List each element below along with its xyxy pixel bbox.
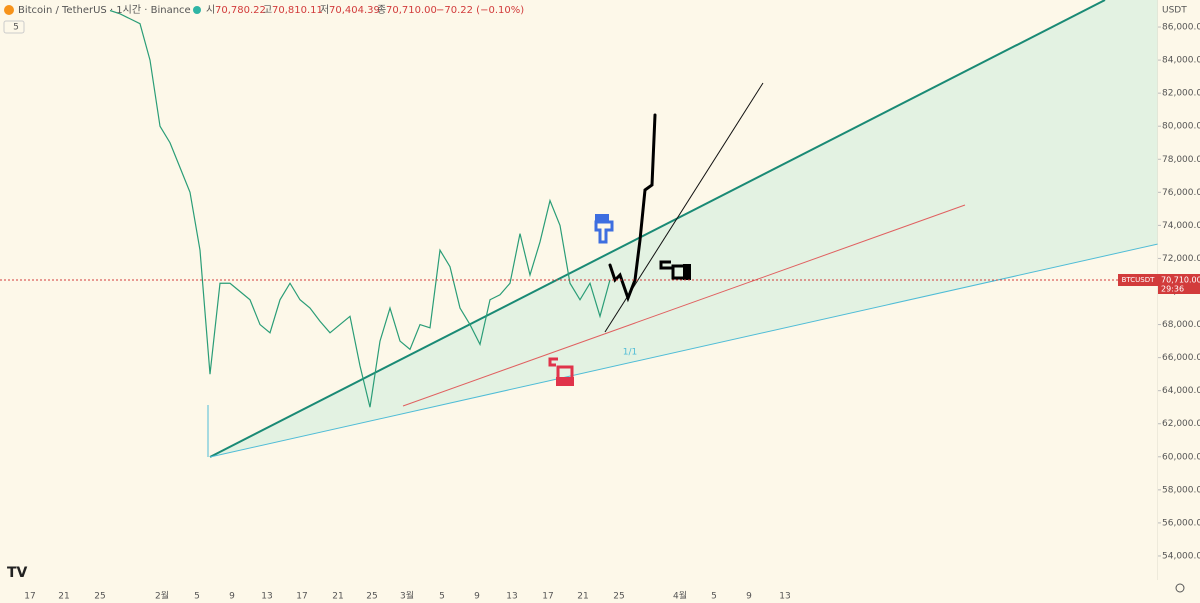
y-tick-label: 74,000.00 — [1162, 221, 1200, 231]
trendline — [402, 204, 966, 407]
x-tick-label: 13 — [261, 592, 272, 602]
ohlc-label: 종 — [377, 4, 386, 16]
x-tick-label: 4월 — [673, 590, 687, 602]
pointer-icon — [594, 214, 614, 244]
x-tick-label: 13 — [506, 592, 517, 602]
y-tick-label: 58,000.00 — [1162, 485, 1200, 495]
x-tick-label: 9 — [746, 592, 752, 602]
x-tick-label: 25 — [613, 592, 624, 602]
x-tick-label: 17 — [296, 592, 307, 602]
pointer-icon — [659, 260, 691, 280]
ohlc-value: 70,810.11 — [272, 5, 323, 16]
x-tick-label: 9 — [474, 592, 480, 602]
x-tick-label: 17 — [542, 592, 553, 602]
ohlc-label: 저 — [320, 4, 329, 16]
x-tick-label: 5 — [711, 592, 717, 602]
x-tick-label: 9 — [229, 592, 235, 602]
y-tick-label: 56,000.00 — [1162, 518, 1200, 528]
y-tick-label: 86,000.00 — [1162, 23, 1200, 33]
x-tick-label: 5 — [439, 592, 445, 602]
x-tick-label: 21 — [332, 592, 343, 602]
x-tick-label: 21 — [577, 592, 588, 602]
ohlc-value: 70,710.00 — [386, 5, 437, 16]
y-tick-label: 60,000.00 — [1162, 452, 1200, 462]
countdown: 29:36 — [1161, 285, 1184, 294]
hand-drawing — [608, 113, 657, 303]
x-tick-label: 3월 — [400, 590, 414, 602]
price-axis-bg — [1158, 0, 1200, 603]
change: −70.22 (−0.10%) — [436, 5, 524, 16]
ohlc-value: 70,780.22 — [215, 5, 266, 16]
y-tick-label: 72,000.00 — [1162, 254, 1200, 264]
y-tick-label: 62,000.00 — [1162, 419, 1200, 429]
x-tick-label: 2월 — [155, 590, 169, 602]
x-tick-label: 25 — [94, 592, 105, 602]
interval-box[interactable] — [3, 20, 25, 34]
y-tick-label: 84,000.00 — [1162, 56, 1200, 66]
interval[interactable]: 5 — [13, 23, 19, 33]
x-tick-label: 21 — [58, 592, 69, 602]
price-tag-text: 70,710.00 — [1161, 275, 1200, 284]
y-tick-label: 76,000.00 — [1162, 188, 1200, 198]
coin-icon — [4, 5, 14, 15]
ohlc-label: 시 — [206, 4, 215, 16]
ohlc: 시 70,780.22고 70,810.11저 70,404.39종 70,710.00… — [206, 4, 524, 16]
symbol-tag-text: BTCUSDT — [1122, 276, 1156, 284]
ohlc-label: 고 — [263, 5, 272, 16]
settings-icon[interactable] — [1175, 583, 1185, 593]
status-dot — [193, 6, 201, 14]
x-tick-label: 5 — [194, 592, 200, 602]
y-tick-label: 82,000.00 — [1162, 89, 1200, 99]
price-line — [109, 9, 611, 408]
y-tick-label: 66,000.00 — [1162, 353, 1200, 363]
currency: USDT — [1162, 6, 1187, 16]
price-tag — [1158, 274, 1200, 294]
y-tick-label: 64,000.00 — [1162, 386, 1200, 396]
pointer-icon — [548, 357, 574, 386]
x-tick-label: 17 — [24, 592, 35, 602]
logo: TV — [7, 565, 28, 581]
trendline — [209, 0, 1106, 458]
y-tick-label: 54,000.00 — [1162, 551, 1200, 561]
annotation: 1/1 — [623, 348, 637, 358]
y-tick-label: 80,000.00 — [1162, 122, 1200, 132]
y-tick-label: 78,000.00 — [1162, 155, 1200, 165]
x-tick-label: 25 — [366, 592, 377, 602]
ohlc-value: 70,404.39 — [329, 5, 380, 16]
symbol-tag — [1118, 274, 1158, 286]
x-tick-label: 13 — [779, 592, 790, 602]
y-tick-label: 68,000.00 — [1162, 320, 1200, 330]
channel-fill — [210, 0, 1158, 457]
symbol: Bitcoin / TetherUS · 1시간 · Binance — [18, 4, 191, 16]
